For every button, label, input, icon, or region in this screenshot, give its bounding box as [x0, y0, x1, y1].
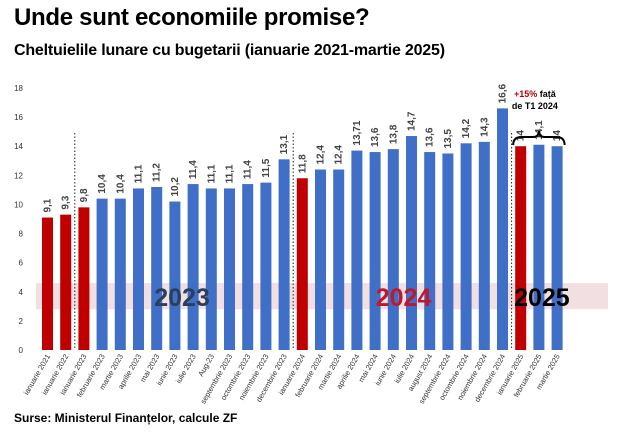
y-tick-label: 4	[19, 288, 24, 297]
bar	[369, 152, 381, 350]
bar-value-label: 13,5	[443, 129, 454, 149]
bar	[133, 188, 144, 350]
annotation-percent: +15%	[514, 89, 537, 99]
bar-value-label: 13,1	[279, 134, 290, 154]
bar	[60, 214, 72, 350]
bar	[515, 146, 527, 350]
bar-value-label: 11,1	[225, 164, 236, 183]
bar	[187, 184, 199, 350]
bar-value-label: 13,6	[370, 127, 381, 147]
bracket-2025	[512, 130, 566, 146]
y-tick-label: 16	[14, 113, 23, 122]
bar-value-label: 12,4	[334, 145, 345, 165]
y-tick-label: 12	[14, 171, 23, 180]
bar-value-label: 10,4	[115, 174, 126, 194]
bar-value-label: 10,2	[170, 177, 181, 197]
bar-value-label: 14,7	[407, 111, 418, 131]
bar	[205, 188, 217, 350]
bar-value-label: 14,2	[461, 118, 472, 138]
bar-value-label: 11,1	[134, 164, 145, 183]
bar-value-label: 14,3	[479, 117, 490, 137]
bar	[151, 186, 163, 350]
bar	[387, 149, 399, 350]
y-tick-label: 14	[14, 142, 23, 151]
bar-value-label: 9,8	[79, 188, 90, 202]
bar-value-label: 10,4	[97, 174, 108, 194]
bar-value-label: 13,71	[352, 120, 363, 145]
bar	[424, 152, 436, 350]
bar-value-label: 9,3	[61, 195, 72, 209]
bar	[478, 141, 490, 350]
bar-value-label: 13,6	[425, 127, 436, 147]
bar	[551, 146, 563, 350]
bar-value-label: 11,2	[152, 163, 163, 182]
bar	[78, 207, 90, 350]
bar-value-label: 14	[516, 130, 527, 142]
y-tick-label: 8	[19, 230, 24, 239]
bar-value-label: 13,8	[388, 124, 399, 144]
bar-value-label: 12,4	[316, 145, 327, 165]
bar	[42, 217, 53, 350]
bar	[333, 169, 345, 350]
y-tick-label: 10	[14, 200, 23, 209]
year-label: 2023	[154, 284, 210, 312]
annotation-line-1: +15% față	[514, 89, 557, 99]
year-label: 2024	[376, 284, 432, 312]
annotation-suffix: față	[537, 89, 557, 99]
bar	[406, 136, 417, 350]
bar	[96, 198, 108, 350]
bar-value-label: 14	[552, 130, 563, 142]
bar-value-label: 16,6	[498, 83, 509, 103]
year-label: 2025	[514, 284, 570, 312]
bar	[351, 150, 363, 350]
bar	[114, 198, 126, 350]
bar	[242, 184, 254, 350]
bar-value-label: 11,8	[297, 154, 308, 173]
bar	[169, 201, 181, 350]
source-note: Surse: Ministerul Finanțelor, calcule ZF	[14, 411, 238, 425]
bar-value-label: 9,1	[43, 198, 54, 212]
bar	[442, 153, 454, 350]
annotation-line-2: de T1 2024	[512, 101, 558, 111]
y-tick-label: 6	[19, 259, 24, 268]
y-tick-label: 0	[19, 346, 24, 355]
bar	[224, 188, 235, 350]
bar	[497, 108, 508, 350]
chart-title: Unde sunt economiile promise?	[14, 4, 370, 31]
bar	[533, 144, 545, 350]
bar	[260, 182, 272, 350]
bar-value-label: 11,4	[188, 160, 199, 179]
bar	[460, 143, 472, 350]
bar-value-label: 11,1	[206, 164, 217, 183]
y-tick-label: 18	[14, 84, 23, 93]
bar	[278, 159, 290, 350]
bar-value-label: 11,5	[261, 158, 272, 177]
bar-value-label: 11,4	[243, 160, 254, 179]
bar	[315, 169, 326, 350]
bar	[296, 178, 308, 350]
bar-value-label: 14,1	[534, 120, 545, 140]
y-tick-label: 2	[19, 317, 24, 326]
chart-subtitle: Cheltuielile lunare cu bugetarii (ianuar…	[14, 42, 445, 59]
